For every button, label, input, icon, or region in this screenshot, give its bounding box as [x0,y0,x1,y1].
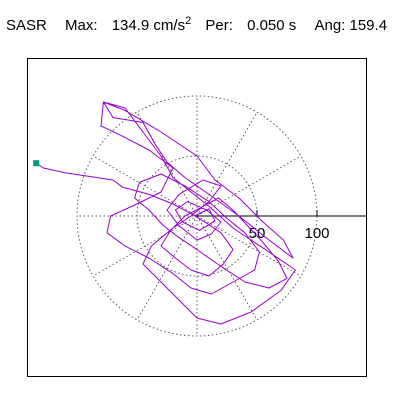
station-label: SASR [6,17,47,34]
grid-spoke-150 [92,155,198,217]
angle-value: 159.4 [349,17,388,34]
grid-spoke-300 [196,215,258,321]
max-label: Max: [65,17,98,34]
grid-spoke-60 [196,111,258,217]
start-marker [33,160,40,167]
particle-motion-trace [35,101,296,325]
period-value: 0.050 s [247,17,297,34]
tick-label-50: 50 [249,225,266,242]
chart-header: SASR Max: 134.9 cm/s2 Per: 0.050 s Ang: … [6,15,388,35]
grid-spoke-240 [136,215,198,321]
start-marker-square [33,160,40,167]
grid-spoke-330 [196,215,302,277]
period-label: Per: [205,17,233,34]
max-unit-exponent: 2 [185,15,192,27]
max-value: 134.9 cm/s [111,17,186,34]
angle-label: Ang: [314,17,346,34]
radial-axis: 50 100 [197,210,366,242]
tick-label-100: 100 [304,225,329,242]
trace-line [35,101,296,325]
